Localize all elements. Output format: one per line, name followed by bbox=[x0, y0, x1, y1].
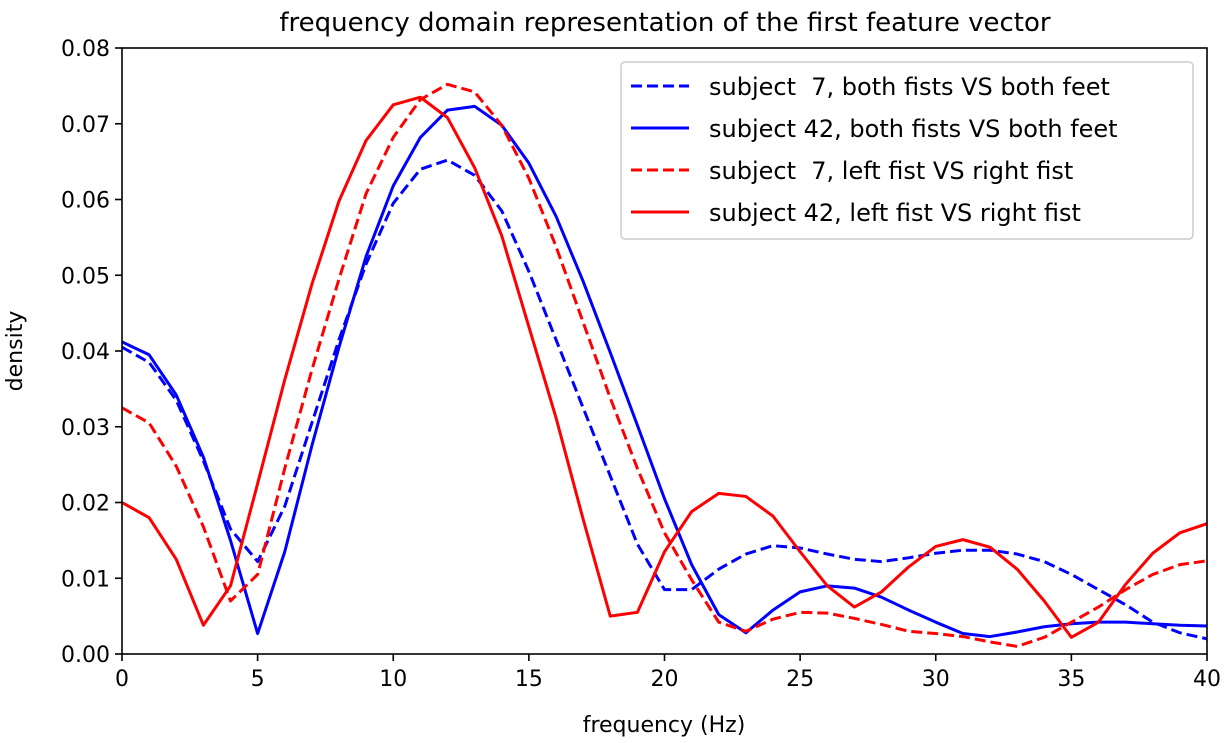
x-tick-label: 5 bbox=[251, 667, 265, 692]
x-tick-label: 15 bbox=[515, 667, 543, 692]
legend-label-2: subject 42, both fists VS both feet bbox=[709, 115, 1118, 143]
legend-label-4: subject 42, left fist VS right fist bbox=[709, 199, 1081, 227]
y-axis: 0.00 0.01 0.02 0.03 0.04 0.05 0.06 0.07 0.08 bbox=[61, 37, 122, 668]
series-line-1 bbox=[121, 158, 1208, 641]
y-tick-label: 0.02 bbox=[61, 492, 110, 517]
x-axis-label: frequency (Hz) bbox=[583, 713, 746, 738]
x-tick-label: 30 bbox=[922, 667, 950, 692]
y-tick-label: 0.06 bbox=[61, 189, 110, 214]
x-tick-label: 20 bbox=[651, 667, 679, 692]
y-tick-label: 0.04 bbox=[61, 340, 110, 365]
y-tick-label: 0.05 bbox=[61, 264, 110, 289]
series-line-4 bbox=[121, 95, 1208, 639]
y-tick-label: 0.03 bbox=[61, 416, 110, 441]
y-tick-label: 0.08 bbox=[61, 37, 110, 62]
y-tick-label: 0.00 bbox=[61, 643, 110, 668]
y-tick-label: 0.07 bbox=[61, 113, 110, 138]
x-tick-label: 10 bbox=[379, 667, 407, 692]
chart-title: frequency domain representation of the f… bbox=[279, 8, 1051, 38]
series-line-2 bbox=[121, 104, 1208, 639]
x-tick-label: 25 bbox=[786, 667, 814, 692]
x-tick-label: 0 bbox=[115, 667, 129, 692]
x-axis: 0 5 10 15 20 25 30 35 40 bbox=[115, 654, 1221, 692]
series-lines bbox=[121, 82, 1208, 648]
x-tick-label: 35 bbox=[1057, 667, 1085, 692]
legend-box bbox=[620, 61, 1194, 240]
legend-label-3: subject 7, left fist VS right fist bbox=[709, 157, 1073, 185]
legend: subject 7, both fists VS both feet subjec… bbox=[620, 61, 1194, 240]
series-line-3 bbox=[121, 82, 1208, 648]
y-axis-label: density bbox=[3, 311, 28, 392]
y-tick-label: 0.01 bbox=[61, 567, 110, 592]
x-tick-label: 40 bbox=[1193, 667, 1221, 692]
legend-label-1: subject 7, both fists VS both feet bbox=[709, 73, 1110, 101]
